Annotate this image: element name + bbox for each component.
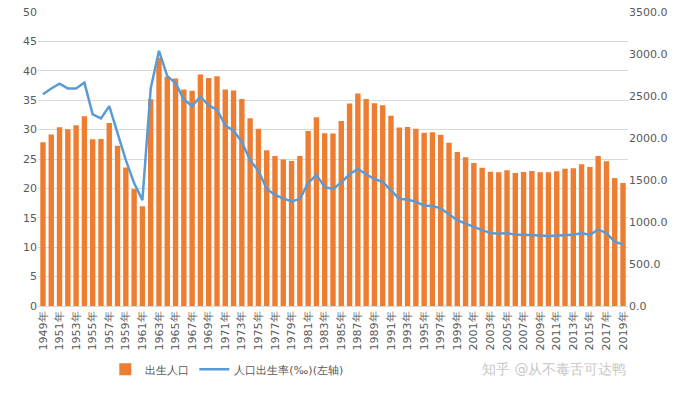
svg-text:1961年: 1961年 [136,311,149,350]
svg-text:1969年: 1969年 [202,311,215,350]
svg-text:2007年: 2007年 [517,311,530,350]
svg-text:1983年: 1983年 [318,311,331,350]
svg-text:1979年: 1979年 [285,311,298,350]
svg-text:1987年: 1987年 [351,311,364,350]
svg-text:1949年: 1949年 [37,311,50,350]
svg-text:2003年: 2003年 [484,311,497,350]
svg-text:20: 20 [23,182,37,195]
svg-text:知乎 @从不毒舌可达鸭: 知乎 @从不毒舌可达鸭 [482,361,626,377]
svg-text:1963年: 1963年 [153,311,166,350]
svg-text:1973年: 1973年 [235,311,248,350]
svg-text:2011年: 2011年 [550,311,563,350]
svg-text:5: 5 [30,270,37,283]
svg-text:2017年: 2017年 [600,311,613,350]
svg-text:2015年: 2015年 [583,311,596,350]
svg-text:1500.0: 1500.0 [629,174,668,187]
svg-text:1959年: 1959年 [119,311,132,350]
svg-text:1957年: 1957年 [103,311,116,350]
svg-text:1997年: 1997年 [434,311,447,350]
svg-text:1991年: 1991年 [385,311,398,350]
svg-text:1953年: 1953年 [70,311,83,350]
svg-text:3000.0: 3000.0 [629,48,668,61]
svg-text:1981年: 1981年 [302,311,315,350]
svg-text:1989年: 1989年 [368,311,381,350]
svg-text:0.0: 0.0 [629,300,647,313]
svg-text:1985年: 1985年 [335,311,348,350]
svg-text:45: 45 [23,35,37,48]
svg-text:2001年: 2001年 [467,311,480,350]
svg-text:1951年: 1951年 [53,311,66,350]
svg-text:1975年: 1975年 [252,311,265,350]
svg-text:500.0: 500.0 [629,258,661,271]
svg-text:25: 25 [23,153,37,166]
svg-text:2009年: 2009年 [534,311,547,350]
svg-text:2013年: 2013年 [567,311,580,350]
svg-text:2000.0: 2000.0 [629,132,668,145]
svg-text:2005年: 2005年 [501,311,514,350]
svg-text:出生人口: 出生人口 [145,364,189,377]
svg-text:1955年: 1955年 [86,311,99,350]
svg-text:1995年: 1995年 [418,311,431,350]
svg-text:30: 30 [23,123,37,136]
svg-text:人口出生率(‰)(左轴): 人口出生率(‰)(左轴) [234,364,343,377]
svg-text:2019年: 2019年 [617,311,630,350]
svg-text:1993年: 1993年 [401,311,414,350]
svg-text:35: 35 [23,94,37,107]
svg-text:1000.0: 1000.0 [629,216,668,229]
svg-text:3500.0: 3500.0 [629,6,668,19]
svg-text:1977年: 1977年 [269,311,282,350]
svg-text:1967年: 1967年 [186,311,199,350]
svg-text:2500.0: 2500.0 [629,90,668,103]
svg-text:1965年: 1965年 [169,311,182,350]
svg-text:50: 50 [23,6,37,19]
svg-text:1971年: 1971年 [219,311,232,350]
svg-text:10: 10 [23,241,37,254]
svg-text:1999年: 1999年 [451,311,464,350]
svg-text:15: 15 [23,212,37,225]
svg-text:40: 40 [23,65,37,78]
svg-text:0: 0 [30,300,37,313]
